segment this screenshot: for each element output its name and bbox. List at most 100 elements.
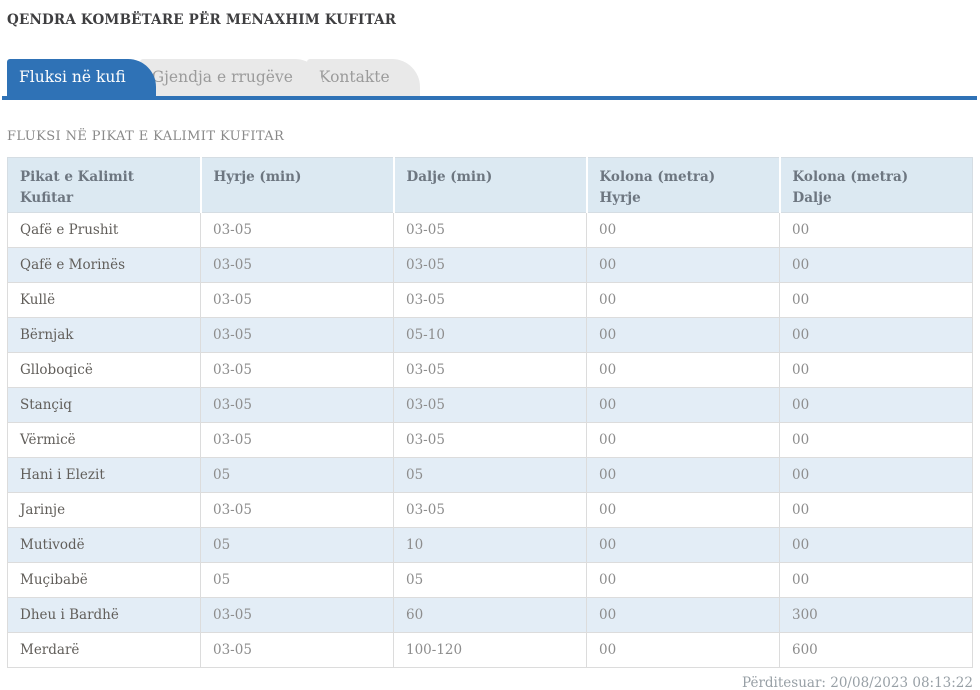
crossing-value: 10 xyxy=(393,527,587,563)
crossing-value: 00 xyxy=(586,352,780,388)
crossing-value: 03-05 xyxy=(200,282,394,318)
column-header: Hyrje (min) xyxy=(199,157,394,213)
table-row: Mutivodë 05 10 00 00 xyxy=(7,527,973,563)
crossing-value: 03-05 xyxy=(393,387,587,423)
crossing-value: 03-05 xyxy=(200,212,394,248)
crossing-value: 03-05 xyxy=(200,492,394,528)
table-row: Dheu i Bardhë 03-05 60 00 300 xyxy=(7,597,973,633)
tab-fluksi-ne-kufi[interactable]: Fluksi në kufi xyxy=(7,59,156,96)
crossing-value: 00 xyxy=(779,212,973,248)
table-row: Muçibabë 05 05 00 00 xyxy=(7,562,973,598)
crossing-value: 03-05 xyxy=(200,422,394,458)
column-header-line: Hyrje xyxy=(599,190,641,206)
last-updated: Përditesuar: 20/08/2023 08:13:22 xyxy=(742,675,973,690)
table-row: Jarinje 03-05 03-05 00 00 xyxy=(7,492,973,528)
column-header: Kolona (metra) Dalje xyxy=(778,157,973,213)
table-body: Qafë e Prushit 03-05 03-05 00 00 Qafë e Morin… xyxy=(7,212,973,668)
column-header-line: Dalje (min) xyxy=(406,169,493,185)
crossing-point-name: Kullë xyxy=(7,282,201,318)
crossing-value: 05 xyxy=(200,457,394,493)
table-row: Qafë e Morinës 03-05 03-05 00 00 xyxy=(7,247,973,283)
crossing-value: 03-05 xyxy=(393,352,587,388)
crossing-value: 05 xyxy=(200,527,394,563)
column-header-line: Pikat e Kalimit Kufitar xyxy=(20,169,134,206)
crossing-value: 05 xyxy=(393,457,587,493)
crossing-value: 03-05 xyxy=(200,387,394,423)
tab-kontakte[interactable]: Kontakte xyxy=(306,59,420,96)
crossing-value: 100-120 xyxy=(393,632,587,668)
column-header-line: Kolona (metra) xyxy=(599,169,716,185)
table-header: Pikat e Kalimit Kufitar Hyrje (min) Dalje … xyxy=(7,157,973,213)
table-row: Stançiq 03-05 03-05 00 00 xyxy=(7,387,973,423)
table-header-row: Pikat e Kalimit Kufitar Hyrje (min) Dalje … xyxy=(7,157,973,213)
crossing-point-name: Glloboqicë xyxy=(7,352,201,388)
crossing-value: 00 xyxy=(779,492,973,528)
crossing-value: 03-05 xyxy=(393,492,587,528)
crossing-point-name: Dheu i Bardhë xyxy=(7,597,201,633)
crossing-value: 00 xyxy=(779,562,973,598)
crossing-value: 00 xyxy=(586,282,780,318)
table-row: Vërmicë 03-05 03-05 00 00 xyxy=(7,422,973,458)
crossing-value: 00 xyxy=(586,457,780,493)
crossing-point-name: Bërnjak xyxy=(7,317,201,353)
crossing-point-name: Hani i Elezit xyxy=(7,457,201,493)
crossing-value: 03-05 xyxy=(200,352,394,388)
crossing-value: 300 xyxy=(779,597,973,633)
crossing-point-name: Stançiq xyxy=(7,387,201,423)
tab-gjendja-e-rrugeve[interactable]: Gjendja e rrugëve xyxy=(139,59,323,96)
crossing-value: 00 xyxy=(779,387,973,423)
column-header-line: Hyrje (min) xyxy=(213,169,302,185)
border-crossings-table: Pikat e Kalimit Kufitar Hyrje (min) Dalje … xyxy=(7,157,973,668)
crossing-value: 600 xyxy=(779,632,973,668)
crossing-value: 00 xyxy=(586,562,780,598)
crossing-value: 03-05 xyxy=(200,317,394,353)
crossing-value: 00 xyxy=(779,352,973,388)
crossing-value: 00 xyxy=(779,457,973,493)
column-header-line: Kolona (metra) xyxy=(792,169,909,185)
crossing-point-name: Vërmicë xyxy=(7,422,201,458)
crossing-point-name: Mutivodë xyxy=(7,527,201,563)
crossing-value: 00 xyxy=(586,527,780,563)
tab-bar: Fluksi në kufi Gjendja e rrugëve Kontakt… xyxy=(7,59,973,96)
crossing-point-name: Jarinje xyxy=(7,492,201,528)
page-title: QENDRA KOMBËTARE PËR MENAXHIM KUFITAR xyxy=(7,12,397,28)
table-row: Kullë 03-05 03-05 00 00 xyxy=(7,282,973,318)
column-header: Dalje (min) xyxy=(392,157,587,213)
crossing-value: 05-10 xyxy=(393,317,587,353)
crossing-value: 03-05 xyxy=(393,422,587,458)
crossing-value: 03-05 xyxy=(200,632,394,668)
crossing-value: 00 xyxy=(586,422,780,458)
crossing-point-name: Merdarë xyxy=(7,632,201,668)
crossing-value: 03-05 xyxy=(200,597,394,633)
crossing-value: 00 xyxy=(586,597,780,633)
column-header: Kolona (metra) Hyrje xyxy=(585,157,780,213)
table-row: Merdarë 03-05 100-120 00 600 xyxy=(7,632,973,668)
table-row: Qafë e Prushit 03-05 03-05 00 00 xyxy=(7,212,973,248)
table-row: Bërnjak 03-05 05-10 00 00 xyxy=(7,317,973,353)
crossing-value: 00 xyxy=(779,247,973,283)
page: QENDRA KOMBËTARE PËR MENAXHIM KUFITAR Fl… xyxy=(0,12,980,690)
crossing-value: 03-05 xyxy=(393,212,587,248)
section-heading: FLUKSI NË PIKAT E KALIMIT KUFITAR xyxy=(7,129,285,144)
crossing-value: 00 xyxy=(586,212,780,248)
crossing-value: 00 xyxy=(586,317,780,353)
crossing-value: 03-05 xyxy=(393,282,587,318)
crossing-point-name: Qafë e Morinës xyxy=(7,247,201,283)
crossing-value: 00 xyxy=(779,282,973,318)
crossing-value: 03-05 xyxy=(200,247,394,283)
crossing-value: 03-05 xyxy=(393,247,587,283)
column-header-line: Dalje xyxy=(792,190,832,206)
crossing-value: 00 xyxy=(586,632,780,668)
crossing-value: 05 xyxy=(200,562,394,598)
tab-underline xyxy=(2,96,977,100)
column-header: Pikat e Kalimit Kufitar xyxy=(7,157,201,213)
crossing-point-name: Muçibabë xyxy=(7,562,201,598)
crossing-point-name: Qafë e Prushit xyxy=(7,212,201,248)
crossing-value: 00 xyxy=(586,387,780,423)
crossing-value: 05 xyxy=(393,562,587,598)
crossing-value: 00 xyxy=(779,317,973,353)
crossing-value: 60 xyxy=(393,597,587,633)
crossing-value: 00 xyxy=(779,527,973,563)
crossing-value: 00 xyxy=(779,422,973,458)
table-row: Glloboqicë 03-05 03-05 00 00 xyxy=(7,352,973,388)
